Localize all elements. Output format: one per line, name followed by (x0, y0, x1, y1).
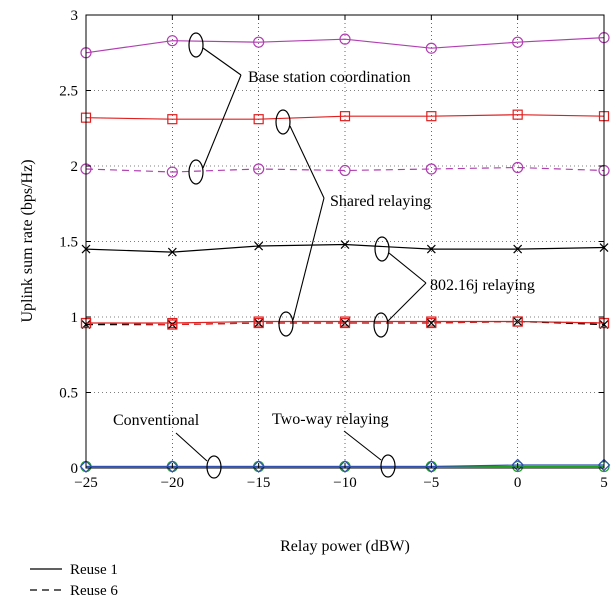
data-point (339, 33, 351, 45)
data-point (253, 317, 264, 329)
data-point (512, 460, 524, 473)
y-tick-label: 2 (71, 159, 79, 175)
series-line (85, 37, 605, 54)
y-tick-label: 2.5 (59, 84, 78, 100)
annotation-shared-relaying: Shared relaying (330, 193, 431, 210)
callout-line (289, 125, 325, 199)
data-point (426, 317, 437, 329)
annotation-conventional: Conventional (113, 412, 200, 429)
data-point (512, 109, 523, 120)
callout-ellipse (275, 109, 291, 135)
y-axis-label: Uplink sum rate (bps/Hz) (19, 159, 36, 322)
data-point (426, 318, 436, 328)
callout-ellipse (188, 159, 204, 185)
x-tick-label: 5 (600, 475, 608, 491)
x-tick-label: 0 (514, 475, 522, 491)
callout-ellipse (374, 236, 390, 262)
data-point (79, 460, 93, 473)
series-1 (80, 32, 610, 59)
data-point (253, 163, 265, 175)
x-tick-label: −5 (423, 475, 439, 491)
data-point (425, 163, 437, 175)
data-point (165, 460, 179, 473)
callout-line (387, 282, 427, 322)
callout-line (292, 197, 325, 321)
series-line (85, 243, 605, 253)
y-tick-label: 0.5 (59, 386, 78, 402)
data-point (597, 458, 611, 472)
callout-line (202, 47, 242, 76)
data-point (252, 460, 266, 473)
callout-ellipse (278, 311, 294, 337)
data-point (339, 317, 351, 329)
data-point (513, 244, 523, 254)
legend-label-reuse-1: Reuse 1 (70, 562, 118, 578)
annotation-group (175, 32, 427, 479)
data-point (339, 111, 351, 122)
data-point (513, 317, 523, 326)
data-point (166, 35, 178, 47)
callout-ellipse (380, 454, 396, 478)
data-point (166, 166, 178, 178)
x-tick-label: −15 (247, 475, 270, 491)
data-point (426, 111, 437, 122)
data-point (167, 114, 178, 125)
callout-ellipse (206, 455, 222, 479)
data-point (340, 318, 350, 328)
series-2 (80, 109, 610, 125)
data-point (512, 161, 524, 174)
data-point (426, 244, 436, 254)
callout-line (343, 430, 382, 461)
data-point (253, 36, 265, 48)
series-3 (80, 161, 610, 178)
annotation-base-station-coordination: Base station coordination (248, 69, 411, 86)
callout-ellipse (188, 32, 204, 58)
callout-line (202, 74, 242, 169)
y-tick-label: 0 (71, 461, 79, 477)
data-point (254, 241, 264, 251)
y-tick-label: 3 (71, 8, 79, 24)
series-group (79, 32, 611, 473)
axis-ticks: −25 −20 −15 −10 −5 0 5 0 0.5 1 1.5 2 2.5 3 (59, 8, 608, 491)
x-tick-label: −20 (161, 475, 184, 491)
data-point (340, 240, 350, 249)
series-4 (81, 240, 609, 257)
callout-ellipse (373, 312, 389, 338)
annotation-802-16j-relaying: 802.16j relaying (430, 277, 535, 294)
legend: Reuse 1 Reuse 6 (30, 562, 118, 599)
data-point (339, 164, 351, 177)
data-point (425, 42, 437, 54)
callout-line (175, 432, 208, 462)
data-point (253, 114, 264, 125)
data-point (511, 458, 525, 472)
data-point (512, 316, 523, 327)
x-tick-label: −25 (74, 475, 97, 491)
x-axis-label: Relay power (dBW) (280, 538, 410, 555)
data-point (167, 319, 178, 330)
data-point (338, 460, 352, 473)
data-point (512, 36, 524, 48)
data-point (167, 247, 177, 257)
series-line (85, 320, 605, 326)
series-line (85, 166, 605, 173)
y-tick-label: 1 (71, 310, 79, 326)
data-point (424, 460, 438, 473)
series-line (85, 114, 605, 120)
annotation-two-way-relaying: Two-way relaying (272, 411, 389, 428)
callout-line (388, 252, 427, 284)
x-tick-label: −10 (333, 475, 356, 491)
y-tick-label: 1.5 (59, 235, 78, 251)
legend-label-reuse-6: Reuse 6 (70, 583, 118, 599)
